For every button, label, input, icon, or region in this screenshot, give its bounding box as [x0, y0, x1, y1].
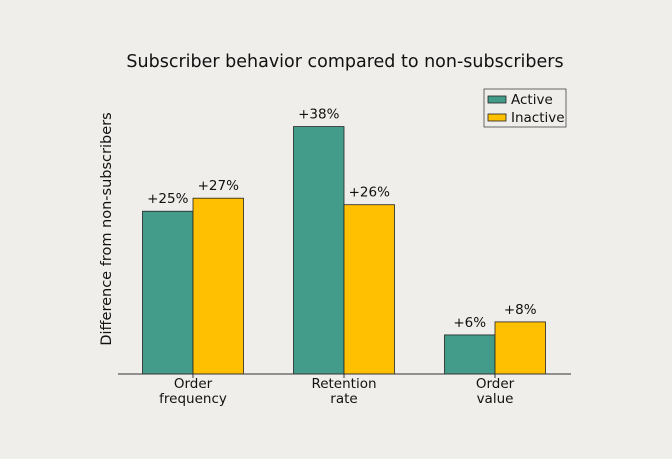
bar-active-2: [444, 334, 496, 375]
bar-active-0: [142, 210, 194, 375]
bar-active-1: [293, 126, 345, 375]
legend-swatch-inactive: [487, 113, 507, 122]
x-tick-label: frequency: [159, 391, 227, 407]
data-label: +38%: [298, 107, 339, 123]
data-label: +8%: [504, 302, 537, 318]
legend-label-inactive: Inactive: [511, 110, 565, 126]
x-tick-label: Order: [476, 376, 515, 392]
bar-inactive-2: [494, 321, 546, 375]
data-label: +25%: [147, 191, 188, 207]
bar-inactive-1: [343, 204, 395, 375]
legend-swatch-active: [487, 95, 507, 104]
y-axis-label: Difference from non-subscribers: [99, 112, 115, 345]
bar-inactive-0: [192, 197, 244, 375]
data-label: +26%: [349, 185, 390, 201]
chart-title: Subscriber behavior compared to non-subs…: [126, 52, 563, 72]
x-tick-label: Retention: [311, 376, 376, 392]
x-tick-label: rate: [330, 391, 357, 407]
data-label: +6%: [453, 315, 486, 331]
legend-label-active: Active: [511, 92, 553, 108]
x-tick-label: Order: [174, 376, 213, 392]
data-label: +27%: [198, 178, 239, 194]
legend: Active Inactive: [483, 88, 567, 128]
x-tick-label: value: [477, 391, 514, 407]
